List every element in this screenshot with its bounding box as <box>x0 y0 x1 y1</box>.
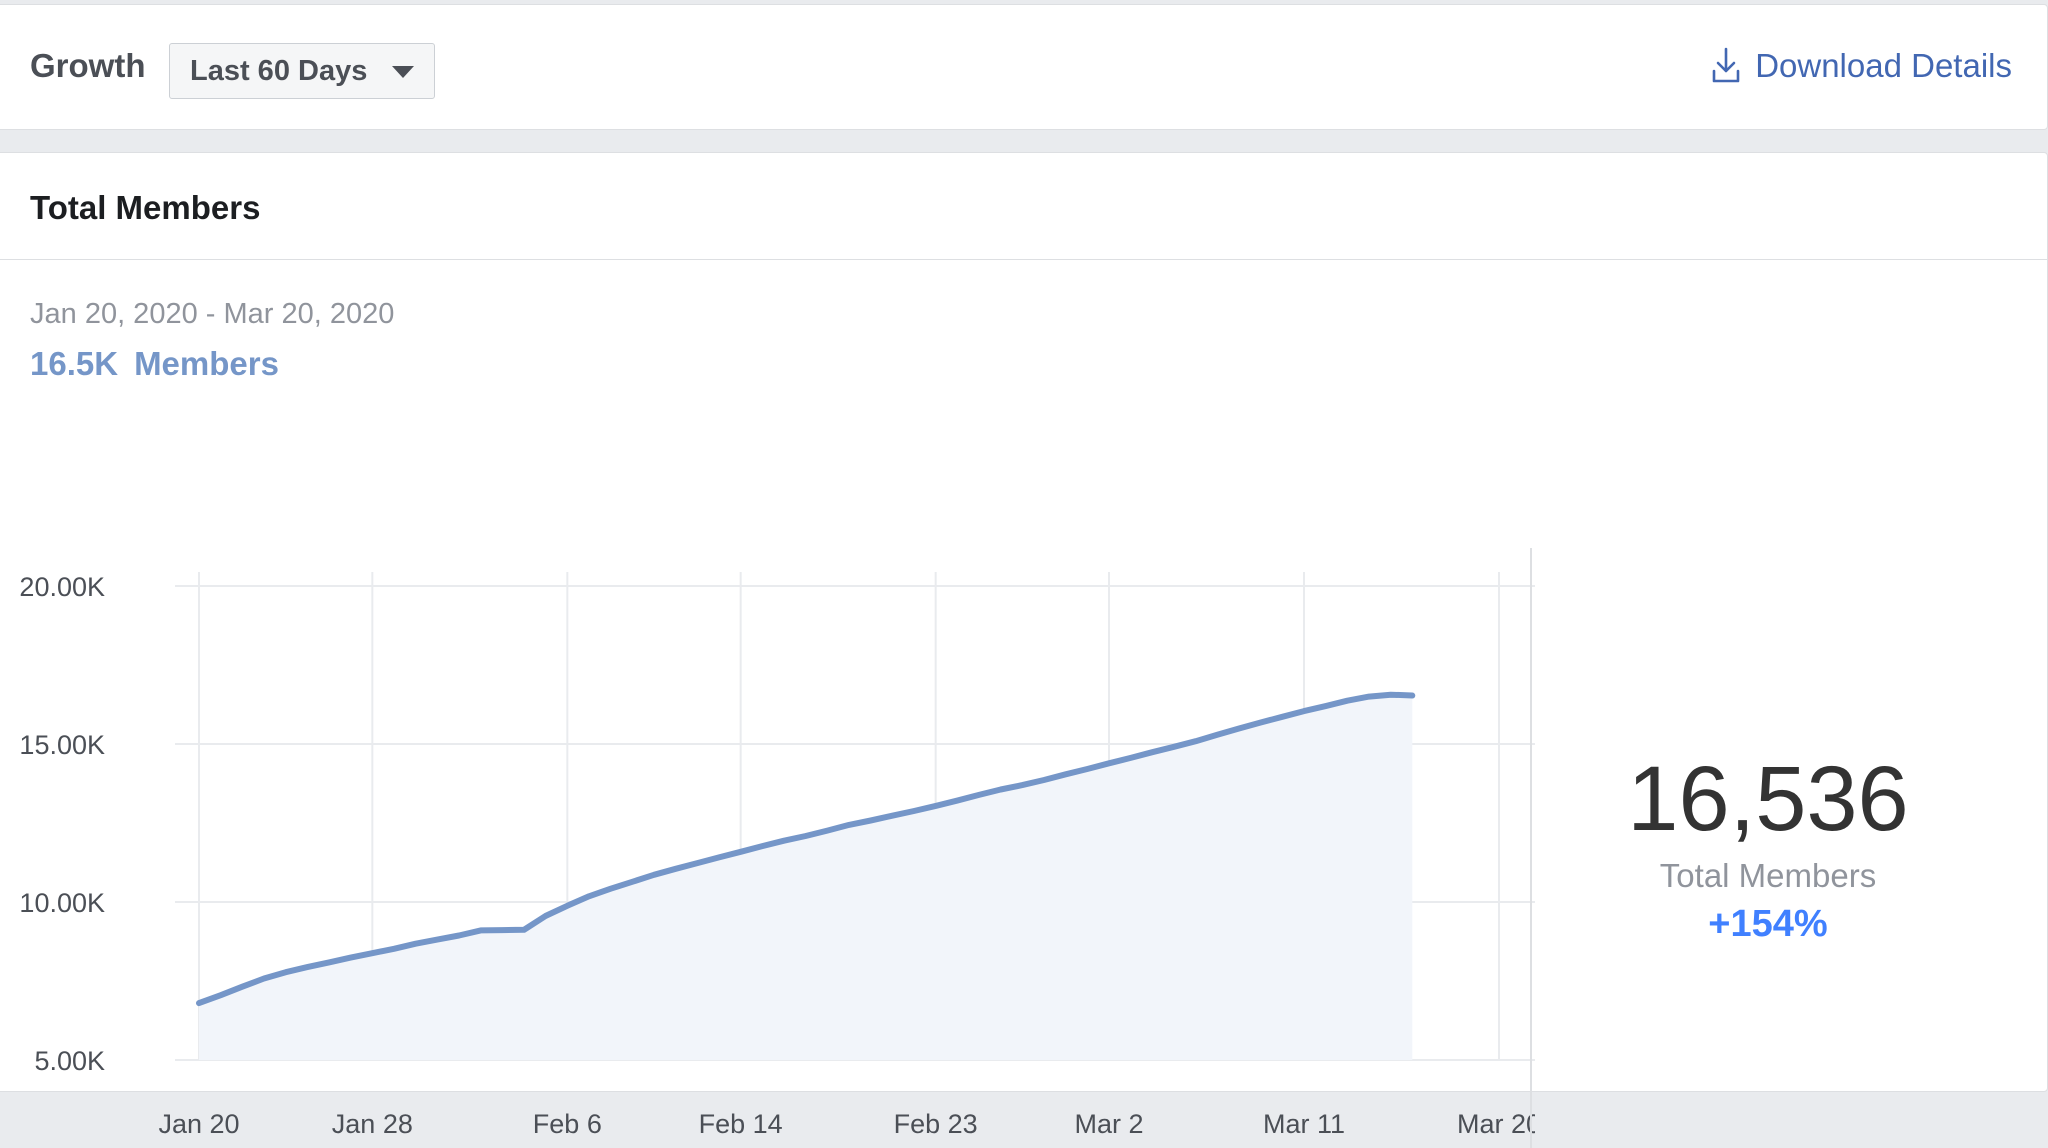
members-summary: 16.5K Members <box>30 345 279 383</box>
members-summary-label: Members <box>134 345 279 382</box>
x-tick-label: Feb 14 <box>699 1109 783 1139</box>
y-tick-label: 5.00K <box>34 1046 105 1076</box>
download-details-link[interactable]: Download Details <box>1711 47 2012 85</box>
card-header: Total Members <box>0 153 2047 260</box>
y-tick-label: 20.00K <box>19 572 105 602</box>
download-icon <box>1712 47 1740 83</box>
date-range-dropdown[interactable]: Last 60 Days <box>169 43 435 99</box>
x-tick-label: Mar 2 <box>1074 1109 1143 1139</box>
card-title: Total Members <box>30 189 261 226</box>
area-fill <box>199 694 1413 1060</box>
date-range-dropdown-label: Last 60 Days <box>190 54 368 87</box>
members-summary-value: 16.5K <box>30 345 119 382</box>
y-tick-label: 10.00K <box>19 888 105 918</box>
x-tick-label: Jan 28 <box>332 1109 413 1139</box>
x-tick-label: Mar 11 <box>1263 1109 1345 1139</box>
caret-down-icon <box>392 66 414 78</box>
x-tick-label: Feb 23 <box>894 1109 978 1139</box>
total-members-stat: 16,536 Total Members +154% <box>1525 753 2011 946</box>
members-line-chart: 5.00K 10.00K 15.00K 20.00K Jan 20 Jan 28 Feb 6… <box>19 548 1535 1148</box>
x-tick-label: Feb 6 <box>533 1109 602 1139</box>
download-details-label: Download Details <box>1755 47 2012 84</box>
total-members-number: 16,536 <box>1627 748 1909 850</box>
x-tick-label: Jan 20 <box>158 1109 239 1139</box>
page-title: Growth <box>30 47 146 84</box>
growth-header-card: Growth Last 60 Days Download Details <box>0 4 2048 130</box>
y-tick-label: 15.00K <box>19 730 105 760</box>
members-series-line <box>196 691 1416 1007</box>
growth-percentage: +154% <box>1708 903 1828 945</box>
x-tick-label: Mar 20 <box>1457 1109 1535 1139</box>
total-members-label: Total Members <box>1659 857 1877 894</box>
total-members-card: Total Members Jan 20, 2020 - Mar 20, 202… <box>0 152 2048 1148</box>
date-range-text: Jan 20, 2020 - Mar 20, 2020 <box>30 298 395 330</box>
